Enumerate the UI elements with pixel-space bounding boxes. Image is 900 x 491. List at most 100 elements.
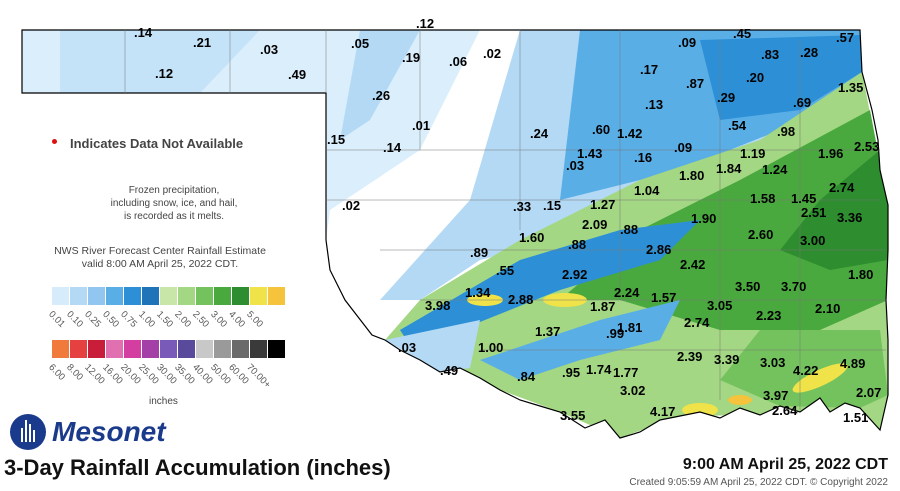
station-value: 4.89 bbox=[840, 356, 866, 371]
station-value: .55 bbox=[496, 263, 515, 278]
legend-bar-low bbox=[52, 287, 286, 305]
rfc-line2: valid 8:00 AM April 25, 2022 CDT. bbox=[81, 258, 239, 270]
created-note: Created 9:05:59 AM April 25, 2022 CDT. ©… bbox=[629, 477, 888, 488]
station-value: .03 bbox=[566, 158, 585, 173]
station-value: 1.90 bbox=[691, 211, 717, 226]
station-value: 3.98 bbox=[425, 298, 451, 313]
station-value: 1.51 bbox=[843, 410, 869, 425]
legend-swatch bbox=[70, 287, 88, 305]
station-value: 2.51 bbox=[801, 205, 827, 220]
legend-swatch bbox=[232, 340, 250, 358]
station-value: .05 bbox=[351, 36, 370, 51]
station-value: 2.53 bbox=[854, 139, 880, 154]
station-value: .19 bbox=[402, 50, 421, 65]
station-value: 2.74 bbox=[829, 180, 855, 195]
station-value: 2.23 bbox=[756, 308, 782, 323]
legend-swatch bbox=[178, 340, 196, 358]
legend-swatch bbox=[268, 340, 286, 358]
legend-swatch bbox=[88, 340, 106, 358]
station-value: 1.81 bbox=[617, 320, 643, 335]
station-value: .12 bbox=[155, 66, 174, 81]
station-value: .17 bbox=[640, 62, 659, 77]
station-value: .24 bbox=[530, 126, 549, 141]
logo-text: Mesonet bbox=[52, 416, 166, 447]
legend-swatch bbox=[196, 340, 214, 358]
station-value: .02 bbox=[483, 46, 502, 61]
station-value: 2.10 bbox=[815, 301, 841, 316]
station-value: .49 bbox=[440, 363, 459, 378]
legend-swatch bbox=[196, 287, 214, 305]
station-value: 1.35 bbox=[838, 80, 864, 95]
legend-swatch bbox=[142, 287, 160, 305]
station-value: 4.22 bbox=[793, 363, 819, 378]
station-value: 3.70 bbox=[781, 279, 807, 294]
station-value: .69 bbox=[793, 95, 812, 110]
station-value: 2.09 bbox=[582, 217, 608, 232]
station-value: .98 bbox=[777, 124, 796, 139]
station-value: .89 bbox=[470, 245, 489, 260]
station-value: 1.77 bbox=[613, 365, 639, 380]
station-value: .03 bbox=[398, 340, 417, 355]
legend-swatch bbox=[88, 287, 106, 305]
station-value: 1.04 bbox=[634, 183, 660, 198]
station-value: .14 bbox=[383, 140, 402, 155]
station-value: .28 bbox=[800, 45, 819, 60]
legend-units: inches bbox=[149, 396, 178, 407]
data-not-available-dot bbox=[52, 139, 57, 144]
station-value: .15 bbox=[543, 198, 562, 213]
legend-swatch bbox=[160, 287, 178, 305]
station-value: 3.36 bbox=[837, 210, 863, 225]
valid-time: 9:00 AM April 25, 2022 CDT bbox=[682, 456, 888, 473]
station-value: .33 bbox=[513, 199, 532, 214]
state-outline bbox=[21, 29, 889, 439]
station-value: .45 bbox=[733, 26, 752, 41]
station-value: 1.24 bbox=[762, 162, 788, 177]
station-value: 3.50 bbox=[735, 279, 761, 294]
station-value: 3.55 bbox=[560, 408, 586, 423]
station-value: 1.87 bbox=[590, 299, 616, 314]
station-value: .15 bbox=[327, 132, 346, 147]
station-value: 1.60 bbox=[519, 230, 545, 245]
station-value: 2.74 bbox=[684, 315, 710, 330]
station-value: 2.24 bbox=[614, 285, 640, 300]
station-value: 3.97 bbox=[763, 388, 789, 403]
legend-swatch bbox=[160, 340, 178, 358]
station-value: 2.92 bbox=[562, 267, 588, 282]
station-value: 2.42 bbox=[680, 257, 706, 272]
legend-swatch bbox=[52, 340, 70, 358]
station-value: .54 bbox=[728, 118, 747, 133]
rfc-note: NWS River Forecast Center Rainfall Estim… bbox=[40, 245, 280, 271]
station-value: 1.74 bbox=[586, 362, 612, 377]
legend-bar-high bbox=[52, 340, 286, 358]
mesonet-emblem-icon bbox=[10, 414, 46, 450]
station-value: 1.19 bbox=[740, 146, 766, 161]
station-value: 1.00 bbox=[478, 340, 504, 355]
legend-swatch bbox=[52, 287, 70, 305]
station-value: .88 bbox=[620, 222, 639, 237]
station-value: 2.86 bbox=[646, 242, 672, 257]
frozen-precip-note: Frozen precipitation, including snow, ic… bbox=[110, 185, 238, 222]
station-value: 1.45 bbox=[791, 191, 817, 206]
station-value: 3.05 bbox=[707, 298, 733, 313]
station-value: 4.17 bbox=[650, 404, 676, 419]
station-value: 2.60 bbox=[748, 227, 774, 242]
station-value: 2.07 bbox=[856, 385, 882, 400]
station-value: 3.39 bbox=[714, 352, 740, 367]
station-value: 3.03 bbox=[760, 355, 786, 370]
legend-swatch bbox=[106, 340, 124, 358]
station-value: .87 bbox=[686, 76, 705, 91]
map-title: 3-Day Rainfall Accumulation (inches) bbox=[4, 455, 391, 480]
legend-swatch bbox=[214, 340, 232, 358]
station-value: .83 bbox=[761, 47, 780, 62]
legend-swatch bbox=[250, 287, 268, 305]
station-value: .03 bbox=[260, 42, 279, 57]
station-value: .26 bbox=[372, 88, 391, 103]
station-value: 2.39 bbox=[677, 349, 703, 364]
station-value: 1.58 bbox=[750, 191, 776, 206]
station-value: 1.80 bbox=[679, 168, 705, 183]
station-value: .99 bbox=[606, 326, 625, 341]
county-lines bbox=[124, 30, 886, 410]
station-value: .06 bbox=[449, 54, 468, 69]
station-value: .60 bbox=[592, 122, 611, 137]
